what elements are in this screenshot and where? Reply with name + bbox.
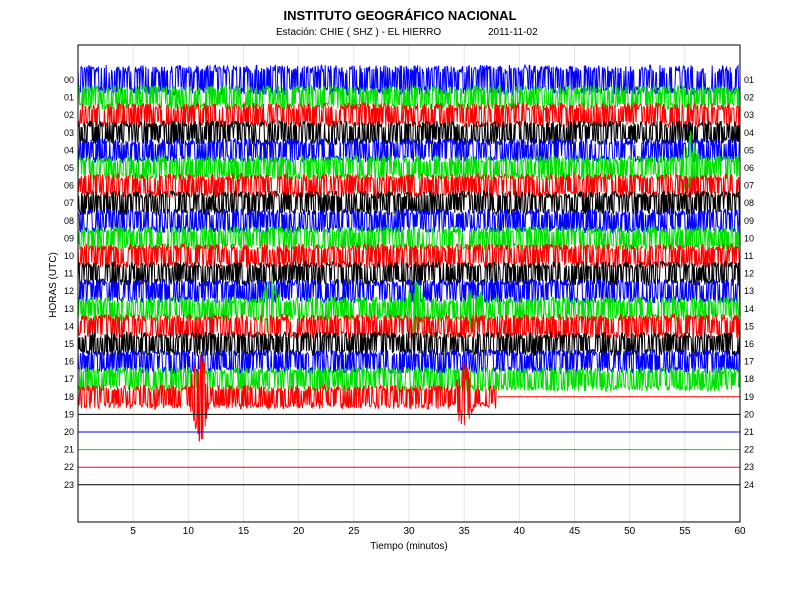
hour-label-left: 22 [64,462,74,472]
trace-hour-16 [78,347,740,376]
hour-label-left: 15 [64,339,74,349]
hour-label-left: 01 [64,93,74,103]
trace-hour-08 [78,207,740,235]
hour-label-left: 10 [64,251,74,261]
trace-hour-10 [78,242,740,270]
hour-label-left: 07 [64,198,74,208]
trace-hour-15 [78,330,740,358]
hour-label-right: 03 [744,110,754,120]
hour-label-right: 05 [744,145,754,155]
y-axis-label: HORAS (UTC) [48,252,59,318]
x-tick-label: 60 [734,526,746,537]
hour-label-left: 04 [64,145,74,155]
hour-label-right: 24 [744,480,754,490]
hour-label-left: 18 [64,392,74,402]
hour-label-right: 04 [744,128,754,138]
hour-label-left: 20 [64,427,74,437]
hour-label-right: 19 [744,392,754,402]
hour-label-left: 13 [64,304,74,314]
trace-hour-17 [78,365,740,393]
hour-label-left: 14 [64,321,74,331]
hour-label-right: 12 [744,269,754,279]
hour-label-left: 23 [64,480,74,490]
hour-label-right: 07 [744,181,754,191]
hour-label-right: 02 [744,93,754,103]
hour-label-left: 06 [64,181,74,191]
hour-label-left: 19 [64,409,74,419]
hour-label-right: 17 [744,357,754,367]
x-tick-label: 30 [403,526,415,537]
left-hour-labels: 00 01 02 03 04 05 06 07 08 09 10 11 12 13 14 15 16 17 18 19… [64,75,74,490]
right-hour-labels: 01 02 03 04 05 06 07 08 09 10 11 12 13 14 15 16 17 18 19 20… [744,75,754,490]
hour-label-right: 11 [744,251,753,261]
hour-label-left: 05 [64,163,74,173]
x-tick-label: 45 [569,526,581,537]
trace-hour-09 [78,224,740,253]
hour-label-left: 11 [64,269,73,279]
x-ticks: 5 10 15 20 25 30 35 40 45 50 55 60 [130,526,746,537]
hour-label-right: 06 [744,163,754,173]
x-axis-label: Tiempo (minutos) [370,541,447,552]
hour-label-left: 21 [64,445,74,455]
trace-hour-13 [78,275,740,344]
trace-hour-07 [78,189,740,217]
hour-label-right: 21 [744,427,754,437]
hour-label-right: 13 [744,286,754,296]
hour-label-right: 01 [744,75,754,85]
hour-label-left: 08 [64,216,74,226]
hour-label-right: 10 [744,233,754,243]
hour-label-left: 17 [64,374,74,384]
trace-hour-06 [78,171,740,200]
x-tick-label: 50 [624,526,636,537]
trace-hour-18 [78,354,498,442]
hour-label-left: 00 [64,75,74,85]
trace-hour-00 [78,63,740,97]
hour-label-left: 03 [64,128,74,138]
hour-label-right: 15 [744,321,754,331]
x-tick-label: 35 [459,526,471,537]
traces [78,63,740,486]
hour-label-left: 09 [64,233,74,243]
x-tick-label: 40 [514,526,526,537]
x-tick-label: 55 [679,526,691,537]
hour-label-right: 08 [744,198,754,208]
x-tick-label: 15 [238,526,250,537]
hour-label-left: 16 [64,357,74,367]
hour-label-left: 12 [64,286,74,296]
plot-frame [77,44,741,523]
trace-hour-12 [78,277,740,305]
hour-label-right: 23 [744,462,754,472]
hour-label-right: 09 [744,216,754,226]
hour-label-right: 18 [744,374,754,384]
hour-label-right: 14 [744,304,754,314]
station-label: Estación: CHIE ( SHZ ) - EL HIERRO [276,27,442,38]
hour-label-right: 22 [744,445,754,455]
date-label: 2011-11-02 [488,27,538,38]
hour-label-left: 02 [64,110,74,120]
chart-title: INSTITUTO GEOGRÁFICO NACIONAL [283,8,517,23]
x-tick-label: 20 [293,526,305,537]
hour-label-right: 20 [744,409,754,419]
x-tick-label: 5 [130,526,136,537]
x-tick-label: 10 [183,526,195,537]
hour-label-right: 16 [744,339,754,349]
x-tick-label: 25 [348,526,360,537]
